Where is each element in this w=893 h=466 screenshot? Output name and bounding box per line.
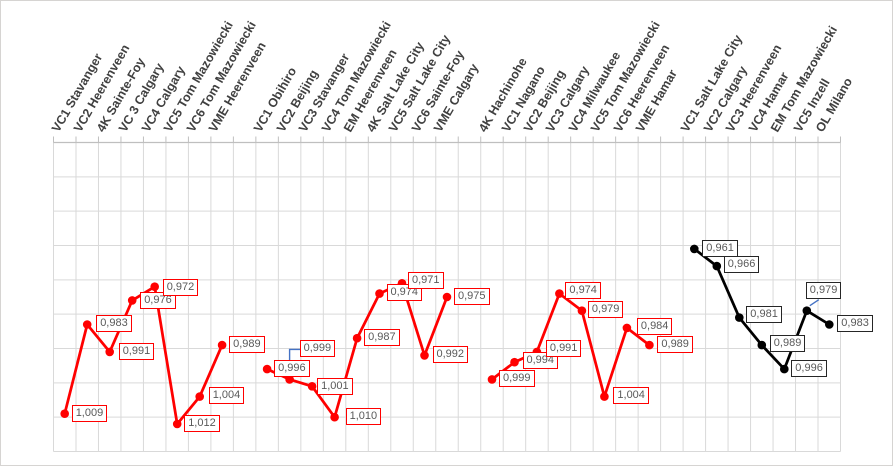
data-point-marker xyxy=(510,357,519,367)
data-label: 0,996 xyxy=(791,359,827,377)
data-point-marker xyxy=(330,412,339,422)
series-line-season-2 xyxy=(265,281,449,419)
data-point-marker xyxy=(645,340,654,350)
data-point-marker xyxy=(757,340,767,350)
data-label: 0,983 xyxy=(837,315,873,333)
data-point-marker xyxy=(600,392,609,401)
data-point-marker xyxy=(622,323,632,333)
data-label: 0,971 xyxy=(408,272,444,290)
data-point-marker xyxy=(375,289,384,298)
data-label: 1,009 xyxy=(71,404,108,422)
data-label: 0,966 xyxy=(723,255,760,273)
data-label: 0,979 xyxy=(805,281,842,299)
data-point-marker xyxy=(780,364,789,374)
data-label: 0,991 xyxy=(118,342,155,360)
data-point-marker xyxy=(577,306,587,316)
data-label: 0,999 xyxy=(299,340,336,358)
data-point-marker xyxy=(127,296,137,305)
data-point-marker xyxy=(262,364,272,374)
data-label: 0,992 xyxy=(432,346,469,364)
data-label: 0,974 xyxy=(386,284,423,302)
data-label: 0,989 xyxy=(229,335,265,353)
data-point-marker xyxy=(105,347,114,357)
data-label: 0,961 xyxy=(702,239,738,257)
data-point-marker xyxy=(420,351,429,360)
data-point-marker xyxy=(195,392,204,401)
data-point-marker xyxy=(307,382,317,391)
data-label: 1,001 xyxy=(317,378,353,396)
data-point-marker xyxy=(82,320,92,329)
label-leader-line xyxy=(809,299,820,307)
data-point-marker xyxy=(442,292,452,302)
data-point-marker xyxy=(825,320,834,329)
data-label: 1,010 xyxy=(345,408,382,425)
data-label: 0,989 xyxy=(769,334,806,352)
data-label: 0,996 xyxy=(274,359,310,377)
data-point-marker xyxy=(172,419,182,429)
data-point-marker xyxy=(555,289,564,298)
data-point-marker xyxy=(60,409,69,419)
data-point-marker xyxy=(690,244,699,254)
data-label: 0,979 xyxy=(587,300,624,318)
data-point-marker xyxy=(735,313,744,322)
data-label: 0,983 xyxy=(96,315,132,333)
data-label: 0,975 xyxy=(454,287,490,305)
data-label: 0,984 xyxy=(636,317,673,335)
data-label: 0,974 xyxy=(565,282,601,300)
data-point-marker xyxy=(150,282,159,292)
data-label: 1,004 xyxy=(613,387,649,405)
data-point-marker xyxy=(352,333,362,343)
data-point-marker xyxy=(217,340,227,350)
data-label: 1,012 xyxy=(184,414,220,432)
data-point-marker xyxy=(802,306,812,316)
data-point-marker xyxy=(285,375,294,384)
data-label: 0,991 xyxy=(545,339,582,357)
data-label: 1,004 xyxy=(208,387,245,405)
data-label: 0,981 xyxy=(746,306,782,324)
data-label: 0,989 xyxy=(657,335,693,353)
data-label: 0,976 xyxy=(140,292,176,310)
data-point-marker xyxy=(712,261,722,271)
data-point-marker xyxy=(487,375,497,384)
data-label: 0,999 xyxy=(499,370,535,388)
data-label: 0,972 xyxy=(162,278,199,296)
data-label: 0,987 xyxy=(364,329,400,346)
